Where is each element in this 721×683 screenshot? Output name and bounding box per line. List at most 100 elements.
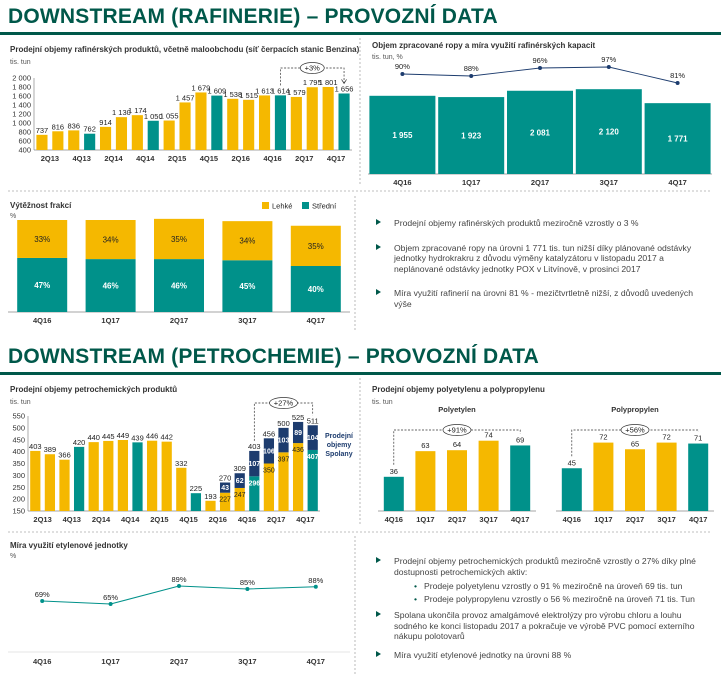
y-tick-label: 200 — [12, 495, 25, 504]
bullet-arrow-icon — [376, 650, 381, 657]
petrochem-section-title: DOWNSTREAM (PETROCHEMIE) – PROVOZNÍ DATA — [8, 345, 540, 368]
bar-value-label: 439 — [131, 433, 144, 442]
total-value-label: 270 — [219, 474, 232, 483]
bar — [52, 131, 64, 150]
bar — [30, 450, 41, 511]
petrochem-title-rule — [0, 372, 721, 375]
bar-spolana — [249, 450, 260, 477]
spolana-value-label: 43 — [221, 485, 229, 492]
bar — [575, 89, 642, 174]
utilization-label: 89% — [171, 575, 186, 584]
x-tick-label: 4Q13 — [63, 515, 81, 524]
bar-value-label: 46% — [103, 282, 119, 291]
x-tick-label: 4Q13 — [73, 154, 91, 163]
bar-value-label: 247 — [234, 492, 246, 499]
bar-light — [222, 221, 273, 261]
y-tick-label: 2 000 — [12, 74, 31, 83]
spolana-value-label: 107 — [248, 461, 260, 468]
bar-spolana — [278, 427, 289, 453]
bar-value-label: 350 — [263, 468, 275, 475]
bar-value-label: 1 771 — [668, 135, 689, 144]
refinery-section-title: DOWNSTREAM (RAFINERIE) – PROVOZNÍ DATA — [8, 5, 498, 28]
bar — [205, 500, 216, 511]
x-tick-label: 4Q17 — [668, 178, 686, 187]
bar-spolana — [234, 473, 245, 488]
bar-value-label: 403 — [29, 442, 42, 451]
polypropylene-label: Polypropylen — [611, 405, 659, 414]
bar — [656, 442, 677, 511]
total-value-label: 511 — [307, 416, 319, 425]
bar-spolana — [307, 425, 318, 450]
legend-swatch — [302, 202, 309, 209]
refinery-bullets: Prodejní objemy rafinérských produktů me… — [372, 218, 708, 323]
x-tick-label: 1Q17 — [101, 657, 119, 666]
ethylene-title: Míra využití etylenové jednotky — [10, 541, 128, 550]
total-value-label: 500 — [277, 419, 290, 428]
growth-badge — [620, 424, 650, 436]
y-tick-label: 550 — [12, 412, 25, 421]
petro-sales-unit: tis. tun — [10, 399, 31, 406]
bar — [292, 443, 304, 511]
bar-value-label: 36 — [390, 467, 398, 476]
utilization-label: 65% — [103, 593, 118, 602]
bar-value-label: 332 — [175, 459, 188, 468]
bar-value-label: 1 130 — [112, 108, 131, 117]
refinery-bullet: Míra využití rafinerií na úrovni 81 % - … — [372, 288, 708, 309]
petrochem-charts: Prodejní objemy petrochemických produktů… — [8, 378, 714, 676]
x-tick-label: 3Q17 — [238, 316, 256, 325]
bar-light — [85, 220, 136, 260]
bullet-dot-icon: • — [414, 581, 418, 591]
ethylene-chart: 69% 4Q16 65% 1Q17 89% 2Q17 85% 3Q17 88% 4Q17 — [8, 575, 350, 666]
bar-value-label: 2 081 — [530, 128, 551, 137]
bar-value-label: 407 — [307, 454, 319, 461]
bar-value-label: 914 — [99, 118, 112, 127]
bar — [211, 95, 223, 150]
x-tick-label: 2Q17 — [267, 515, 285, 524]
bar-value-label: 69 — [516, 435, 524, 444]
bar — [278, 452, 289, 511]
refinery-bullet: Objem zpracované ropy na úrovni 1 771 ti… — [372, 243, 708, 275]
utilization-label: 69% — [35, 590, 50, 599]
bar-value-label: 2 120 — [599, 128, 620, 137]
bar-spolana — [219, 482, 231, 493]
bar-value-label: 46% — [171, 282, 187, 291]
x-tick-label: 1Q17 — [101, 316, 119, 325]
y-tick-label: 450 — [12, 435, 25, 444]
bar-value-label: 1 955 — [392, 131, 413, 140]
utilization-label: 81% — [670, 71, 685, 80]
bar-value-label: 1 174 — [128, 106, 147, 115]
bar — [103, 440, 114, 511]
growth-badge — [442, 424, 472, 436]
bar — [369, 95, 436, 174]
bullet-arrow-icon — [376, 289, 381, 295]
bar — [438, 97, 505, 174]
bar-medium — [154, 259, 204, 312]
bar — [306, 87, 318, 150]
bar-medium — [222, 260, 273, 312]
x-tick-label: 4Q16 — [385, 515, 403, 524]
bar — [243, 99, 255, 150]
bar — [115, 117, 128, 150]
bar-value-label: 1 656 — [335, 84, 354, 93]
spolana-legend-label: objemy — [327, 442, 352, 449]
utilization-label: 88% — [464, 64, 479, 73]
bar-value-label: 420 — [73, 438, 86, 447]
x-tick-label: 2Q17 — [448, 515, 466, 524]
bar-value-label: 72 — [662, 433, 670, 442]
y-tick-label: 600 — [18, 137, 31, 146]
x-tick-label: 2Q15 — [168, 154, 186, 163]
bar-value-label: 440 — [87, 433, 100, 442]
y-tick-label: 250 — [12, 483, 25, 492]
x-tick-label: 2Q15 — [150, 515, 168, 524]
bar — [44, 454, 56, 511]
polyethylene-label: Polyetylen — [438, 405, 476, 414]
x-tick-label: 1Q17 — [416, 515, 434, 524]
y-tick-label: 1 600 — [12, 92, 31, 101]
x-tick-label: 4Q16 — [33, 657, 51, 666]
refinery-sales-title: Prodejní objemy rafinérských produktů, v… — [10, 45, 360, 54]
x-tick-label: 4Q16 — [393, 178, 411, 187]
bar-spolana — [292, 421, 304, 444]
spolana-legend-label: Spolany — [325, 451, 352, 458]
growth-badge — [299, 62, 325, 74]
utilization-label: 88% — [308, 576, 323, 585]
